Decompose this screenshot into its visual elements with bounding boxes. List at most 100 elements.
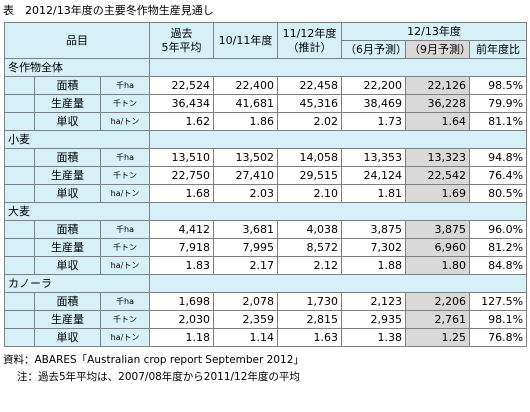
cell-2011-12: 29,515 — [277, 166, 343, 185]
row-label: 生産量 — [34, 166, 101, 185]
row-unit: ha/トン — [99, 184, 151, 203]
section-name: 小麦 — [3, 130, 151, 149]
cell-year-on-year: 80.5% — [469, 184, 528, 203]
section-name: 大麦 — [3, 202, 151, 221]
cell-year-on-year: 94.8% — [469, 148, 528, 167]
cell-year-on-year: 76.8% — [469, 328, 528, 347]
row-indent — [4, 310, 35, 329]
cell-five-year-average: 1.83 — [149, 256, 215, 275]
cell-2011-12: 45,316 — [277, 94, 343, 113]
section-row: カノーラ — [3, 274, 528, 293]
cell-2010-11: 2,078 — [213, 292, 279, 311]
cell-year-on-year: 81.1% — [469, 112, 528, 131]
cell-june-forecast: 1.73 — [341, 112, 407, 131]
table-title: 表 2012/13年度の主要冬作物生産見通し — [3, 4, 214, 17]
cell-2011-12: 8,572 — [277, 238, 343, 257]
section-row: 小麦 — [3, 130, 528, 149]
cell-five-year-average: 13,510 — [149, 148, 215, 167]
row-unit: 千トン — [99, 94, 151, 113]
cell-five-year-average: 7,918 — [149, 238, 215, 257]
row-indent — [4, 166, 35, 185]
cell-year-on-year: 98.1% — [469, 310, 528, 329]
table-row: 面積 千ha 13,510 13,502 14,058 13,353 13,323 94.8% — [4, 148, 528, 167]
header-september-forecast: （9月予測） — [405, 40, 471, 59]
row-label: 面積 — [34, 76, 101, 95]
row-label: 生産量 — [34, 310, 101, 329]
cell-five-year-average: 22,524 — [149, 76, 215, 95]
header-avg-line2: 5年平均 — [161, 40, 202, 54]
row-unit: ha/トン — [99, 112, 151, 131]
row-label: 単収 — [34, 328, 101, 347]
notes: 資料：ABARES「Australian crop report Septemb… — [3, 352, 304, 386]
section-name: カノーラ — [3, 274, 151, 293]
cell-september-forecast: 13,323 — [405, 148, 471, 167]
cell-2010-11: 1.86 — [213, 112, 279, 131]
row-label: 面積 — [34, 148, 101, 167]
average-note: 注：過去5年平均は、2007/08年度から2011/12年度の平均 — [17, 371, 300, 383]
row-indent — [4, 148, 35, 167]
cell-september-forecast: 1.25 — [405, 328, 471, 347]
row-unit: 千トン — [99, 166, 151, 185]
row-label: 単収 — [34, 256, 101, 275]
table-row: 単収 ha/トン 1.68 2.03 2.10 1.81 1.69 80.5% — [4, 184, 528, 203]
crop-production-table: 品目 過去 5年平均 10/11年度 11/12年度 （推計） 12/13年度 … — [3, 22, 528, 347]
cell-five-year-average: 1.62 — [149, 112, 215, 131]
cell-five-year-average: 22,750 — [149, 166, 215, 185]
cell-2011-12: 22,458 — [277, 76, 343, 95]
source-note: 資料：ABARES「Australian crop report Septemb… — [3, 354, 304, 366]
cell-five-year-average: 1.68 — [149, 184, 215, 203]
cell-september-forecast: 1.64 — [405, 112, 471, 131]
table-row: 面積 千ha 1,698 2,078 1,730 2,123 2,206 127.5% — [4, 292, 528, 311]
row-unit: 千ha — [99, 292, 151, 311]
cell-year-on-year: 79.9% — [469, 94, 528, 113]
cell-year-on-year: 81.2% — [469, 238, 528, 257]
cell-five-year-average: 36,434 — [149, 94, 215, 113]
section-filler — [149, 130, 528, 149]
section-filler — [149, 202, 528, 221]
cell-september-forecast: 2,761 — [405, 310, 471, 329]
table-row: 生産量 千トン 2,030 2,359 2,815 2,935 2,761 98.1% — [4, 310, 528, 329]
cell-2011-12: 14,058 — [277, 148, 343, 167]
cell-year-on-year: 96.0% — [469, 220, 528, 239]
table-row: 生産量 千トン 36,434 41,681 45,316 38,469 36,228 79.9… — [4, 94, 528, 113]
cell-september-forecast: 22,126 — [405, 76, 471, 95]
row-unit: 千ha — [99, 76, 151, 95]
cell-june-forecast: 13,353 — [341, 148, 407, 167]
table-row: 単収 ha/トン 1.83 2.17 2.12 1.88 1.80 84.8% — [4, 256, 528, 275]
table-row: 面積 千ha 22,524 22,400 22,458 22,200 22,126 98.5% — [4, 76, 528, 95]
row-indent — [4, 238, 35, 257]
cell-2010-11: 13,502 — [213, 148, 279, 167]
cell-2011-12: 2.02 — [277, 112, 343, 131]
table-row: 単収 ha/トン 1.62 1.86 2.02 1.73 1.64 81.1% — [4, 112, 528, 131]
section-filler — [149, 58, 528, 77]
table-row: 面積 千ha 4,412 3,681 4,038 3,875 3,875 96.0% — [4, 220, 528, 239]
header-1112-line1: 11/12年度 — [282, 26, 337, 40]
cell-2011-12: 2.10 — [277, 184, 343, 203]
row-label: 面積 — [34, 292, 101, 311]
row-label: 単収 — [34, 112, 101, 131]
cell-june-forecast: 24,124 — [341, 166, 407, 185]
row-indent — [4, 184, 35, 203]
row-indent — [4, 94, 35, 113]
row-indent — [4, 112, 35, 131]
cell-2010-11: 7,995 — [213, 238, 279, 257]
row-unit: 千トン — [99, 238, 151, 257]
cell-june-forecast: 2,935 — [341, 310, 407, 329]
row-unit: 千ha — [99, 220, 151, 239]
cell-2010-11: 3,681 — [213, 220, 279, 239]
cell-2010-11: 2.17 — [213, 256, 279, 275]
section-filler — [149, 274, 528, 293]
row-indent — [4, 220, 35, 239]
row-unit: ha/トン — [99, 256, 151, 275]
cell-june-forecast: 22,200 — [341, 76, 407, 95]
cell-september-forecast: 2,206 — [405, 292, 471, 311]
cell-september-forecast: 22,542 — [405, 166, 471, 185]
row-indent — [4, 256, 35, 275]
row-label: 生産量 — [34, 238, 101, 257]
cell-2011-12: 1,730 — [277, 292, 343, 311]
header-2011-12-estimate: 11/12年度 （推計） — [277, 22, 343, 59]
cell-june-forecast: 2,123 — [341, 292, 407, 311]
cell-2010-11: 2.03 — [213, 184, 279, 203]
cell-five-year-average: 4,412 — [149, 220, 215, 239]
row-unit: 千ha — [99, 148, 151, 167]
